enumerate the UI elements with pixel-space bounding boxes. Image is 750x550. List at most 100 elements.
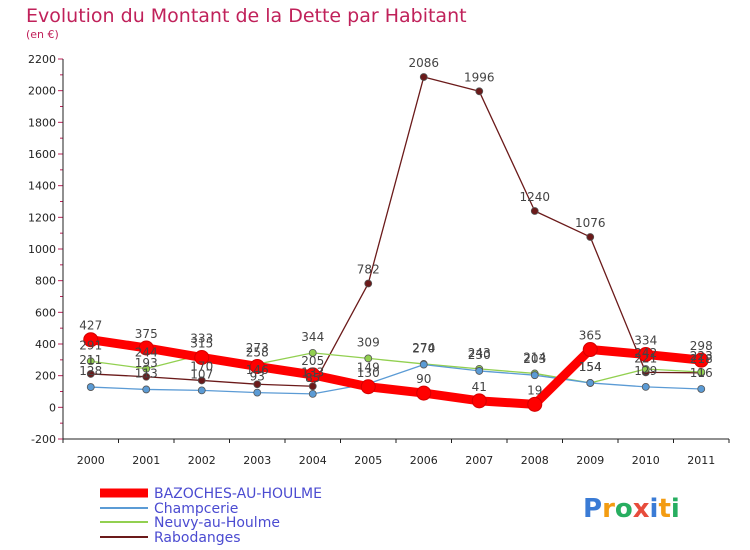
data-point [419,360,428,369]
data-point [197,386,206,395]
data-label: 205 [301,354,324,368]
data-label: 218 [690,352,713,366]
chart-subtitle: (en €) [26,28,59,41]
data-point [475,87,484,96]
data-point [471,393,487,409]
x-tick-label: 2001 [132,454,160,467]
data-label: 291 [79,338,102,352]
y-tick-label: -200 [31,433,56,446]
data-point [305,367,321,383]
data-label: 41 [472,380,487,394]
data-label: 130 [357,366,380,380]
y-tick-label: 2200 [28,53,56,66]
x-tick-label: 2004 [299,454,327,467]
data-label: 221 [634,351,657,365]
x-tick-label: 2006 [410,454,438,467]
data-point [253,388,262,397]
data-label: 133 [301,365,324,379]
data-point [142,372,151,381]
data-label: 782 [357,263,380,277]
data-label: 149 [357,361,380,375]
data-label: 375 [135,327,158,341]
data-point [530,371,539,380]
data-label: 309 [357,335,380,349]
data-label: 170 [190,359,213,373]
data-point [582,342,598,358]
y-tick-label: 1400 [28,180,56,193]
data-point [194,349,210,365]
data-label: 146 [246,363,269,377]
series-line-3 [90,76,702,387]
data-point [364,279,373,288]
data-point [138,340,154,356]
legend-label: Champcerie [154,501,238,517]
y-tick-label: 1600 [28,148,56,161]
data-point [641,365,650,373]
data-label: 334 [634,333,657,347]
y-tick-label: 0 [49,401,56,414]
data-label: 270 [412,342,435,356]
data-point [253,380,262,389]
y-tick-label: 400 [35,338,56,351]
data-label: 214 [523,350,546,364]
data-label: 223 [690,349,713,363]
data-label: 315 [190,336,213,350]
data-point [142,364,151,373]
data-label: 154 [579,360,602,374]
data-point [419,73,428,81]
data-label: 203 [523,352,546,366]
data-label: 154 [579,360,602,374]
y-tick-label: 2000 [28,85,56,98]
x-tick-label: 2007 [465,454,493,467]
data-point [142,385,151,394]
data-point [530,207,539,215]
data-label: 333 [190,332,213,346]
series-line-1 [90,363,702,395]
data-point [86,370,95,378]
data-label: 90 [416,372,431,386]
plot-area [63,59,729,439]
y-tick-label: 800 [35,275,56,288]
x-tick-label: 2002 [188,454,216,467]
data-label: 1996 [464,70,495,84]
x-tick-label: 2009 [576,454,604,467]
data-point [641,383,650,391]
x-tick-label: 2003 [243,454,271,467]
data-label: 85 [305,371,320,385]
data-label: 1240 [519,190,550,204]
data-point [249,358,265,374]
data-label: 273 [246,341,269,355]
data-point [697,368,706,376]
legend-label: BAZOCHES-AU-HOULME [154,486,322,502]
x-tick-label: 2005 [354,454,382,467]
data-label: 365 [579,329,602,343]
data-label: 128 [79,364,102,378]
data-point [693,352,709,368]
y-tick-label: 1800 [28,116,56,129]
data-label: 243 [468,346,491,360]
data-label: 116 [690,366,713,380]
series-line-0 [86,335,706,409]
data-point [475,367,484,375]
data-point [308,382,317,391]
x-tick-label: 2000 [77,454,105,467]
data-label: 19 [527,383,542,397]
legend-label: Neuvy-au-Houlme [154,515,280,531]
data-point [638,346,654,362]
y-tick-label: 600 [35,306,56,319]
data-point [83,332,99,348]
data-point [364,354,373,363]
data-label: 244 [135,346,158,360]
data-label: 93 [250,370,265,384]
data-label: 242 [634,346,657,360]
data-point [86,383,95,391]
data-point [697,385,706,393]
data-label: 193 [135,356,158,370]
data-point [308,348,317,357]
x-tick-label: 2008 [521,454,549,467]
data-label: 230 [468,348,491,362]
y-tick-label: 200 [35,370,56,383]
data-point [308,389,317,398]
data-label: 107 [190,367,213,381]
data-point [586,379,595,387]
